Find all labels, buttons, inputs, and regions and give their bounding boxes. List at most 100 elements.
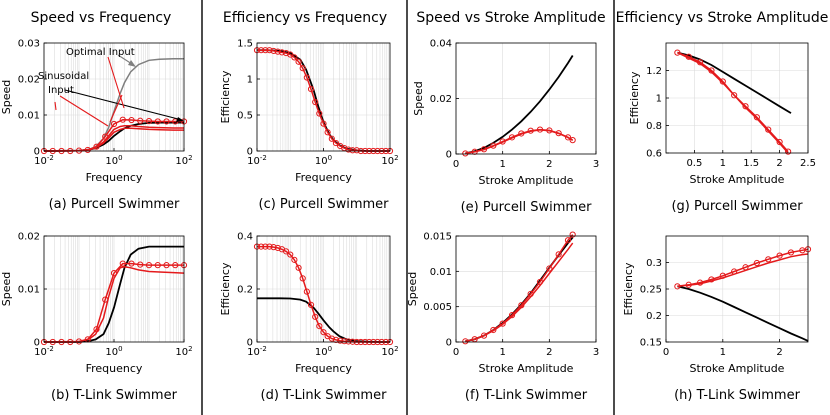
x-tick-label: 0 — [453, 159, 459, 170]
y-tick-label: 0 — [34, 338, 40, 349]
x-tick-label: 1 — [720, 158, 726, 169]
data-point — [569, 231, 576, 238]
data-point — [262, 243, 269, 250]
annotation-input: Input — [48, 85, 74, 96]
data-point — [742, 103, 749, 110]
data-point — [353, 147, 360, 154]
arrow-sinusoidal-3 — [109, 94, 123, 123]
data-point — [119, 260, 126, 267]
data-point — [776, 138, 783, 146]
data-point — [674, 49, 681, 56]
data-point — [270, 244, 277, 251]
panel-caption: (g) Purcell Swimmer — [671, 199, 803, 214]
data-point — [282, 49, 290, 57]
panel-caption: (a) Purcell Swimmer — [49, 197, 180, 212]
data-point — [328, 335, 335, 342]
column-title-2: Efficiency vs Frequency — [223, 10, 387, 26]
data-point — [799, 247, 806, 254]
x-tick-label: 2 — [546, 159, 552, 170]
y-axis-label: Speed — [406, 272, 419, 306]
y-tick-label: 0.005 — [423, 302, 452, 313]
data-point — [163, 118, 170, 125]
data-point — [145, 262, 153, 269]
data-point — [328, 135, 335, 142]
data-point — [287, 51, 294, 58]
y-tick-label: 0 — [446, 150, 452, 161]
tick-exponent: 2 — [394, 154, 398, 162]
data-point — [753, 114, 760, 121]
chart-panels: 10-2 100 10200.010.020.03FrequencySpeed(a)… — [0, 39, 816, 404]
tick-exponent: 0 — [118, 154, 122, 162]
chart-panel-g: 0.5 1 1.5 2 2.5 0.6 0.8 1 1.2 Stroke Amplitude Eff… — [628, 42, 816, 214]
data-point — [490, 326, 497, 334]
data-point — [307, 85, 315, 93]
y-tick-label: 0 — [247, 338, 253, 349]
tick-exponent: -2 — [47, 154, 54, 162]
x-tick-label: 102 — [175, 345, 192, 358]
plot-frame — [455, 235, 597, 343]
x-axis-label: Frequency — [86, 362, 143, 375]
y-axis-label: Efficiency — [219, 70, 232, 123]
series-line-black — [465, 55, 574, 155]
series-line-black — [677, 285, 809, 342]
tick-exponent: 0 — [328, 154, 332, 162]
y-axis-label: Efficiency — [219, 262, 232, 315]
data-point — [708, 276, 715, 283]
y-tick-label: 1.5 — [237, 39, 253, 50]
data-point — [137, 117, 144, 124]
y-tick-label: 1.2 — [646, 66, 662, 77]
arrow-sinusoidal-4 — [54, 101, 57, 111]
series-line-red — [43, 127, 184, 152]
y-axis-label: Speed — [0, 80, 13, 114]
y-tick-label: 0.04 — [430, 39, 452, 50]
data-point — [731, 92, 738, 99]
y-tick-label: 0.5 — [237, 111, 253, 122]
data-point — [278, 49, 286, 56]
x-axis-label: Frequency — [295, 362, 352, 375]
chart-panel-a: 10-2 100 10200.010.020.03FrequencySpeed(a)… — [0, 39, 193, 213]
arrow-optimal-red — [107, 56, 125, 109]
y-tick-label: 0.02 — [18, 75, 40, 86]
annotations: Optimal Input Sinusoidal Input — [38, 47, 184, 127]
x-axis-label: Frequency — [295, 171, 352, 184]
tick-exponent: 0 — [328, 345, 332, 353]
y-axis-label: Speed — [412, 81, 425, 115]
data-point — [154, 262, 161, 269]
x-tick-label: 2 — [776, 158, 782, 169]
data-point — [258, 47, 265, 54]
series-line-red — [465, 234, 574, 343]
series-line-red — [43, 265, 185, 343]
data-point — [555, 251, 562, 258]
data-point — [316, 110, 323, 117]
data-point — [765, 126, 772, 133]
arrowhead-sinusoidal-1 — [176, 117, 184, 122]
column-title-4: Efficiency vs Stroke Amplitude — [616, 10, 829, 26]
tick-exponent: -2 — [260, 154, 267, 162]
data-point — [307, 301, 315, 308]
chart-panel-c: 10-2 100 10200.511.5FrequencyEfficiency(c)… — [219, 39, 399, 213]
panel-caption: (e) Purcell Swimmer — [461, 200, 593, 215]
y-tick-label: 0.01 — [430, 267, 452, 278]
y-tick-label: 0.02 — [430, 94, 452, 105]
data-point — [499, 320, 506, 327]
data-point — [291, 256, 298, 263]
series-line-red — [677, 253, 809, 288]
data-point — [274, 48, 281, 55]
y-tick-label: 1 — [656, 94, 662, 105]
panel-caption: (d) T-Link Swimmer — [261, 388, 388, 403]
data-point — [345, 146, 352, 153]
y-tick-label: 0.03 — [18, 39, 40, 50]
data-point — [119, 116, 126, 123]
y-tick-label: 0.015 — [423, 232, 452, 243]
x-axis-label: Stroke Amplitude — [690, 362, 785, 375]
data-point — [154, 118, 161, 125]
data-point — [270, 47, 277, 55]
data-point — [299, 275, 306, 282]
y-tick-label: 0.6 — [646, 149, 662, 160]
tick-exponent: 0 — [118, 345, 122, 353]
x-tick-label: 100 — [105, 154, 122, 167]
data-point — [291, 54, 298, 61]
x-tick-label: 2 — [776, 347, 782, 358]
x-tick-label: 2.5 — [800, 158, 816, 169]
